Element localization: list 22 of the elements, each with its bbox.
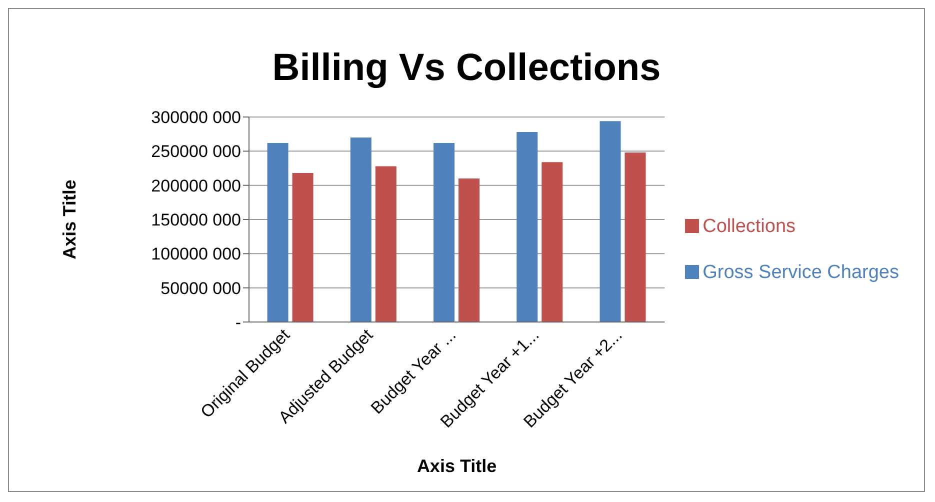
y-tick-label: 200000 000 [151,176,241,196]
legend-label: Collections [702,216,796,236]
bar [292,173,314,322]
bar [516,132,538,322]
y-tick-label: 300000 000 [151,108,241,128]
x-axis-title: Axis Title [416,456,497,476]
y-tick-label: - [235,313,241,332]
bar [434,142,455,322]
bar [542,162,563,322]
y-tick-label: 150000 000 [151,210,241,230]
y-tick-label: 250000 000 [151,142,241,162]
y-axis-title: Axis Title [59,180,80,260]
bar [458,178,480,322]
bar [600,121,621,322]
legend-label: Gross Service Charges [702,262,899,282]
y-tick-label: 100000 000 [151,244,241,264]
bar [375,166,396,322]
bar [350,138,372,322]
bar [267,142,288,322]
y-tick-label: 50000 000 [160,278,241,298]
bar [624,152,646,322]
chart-title: Billing Vs Collections [271,47,662,91]
